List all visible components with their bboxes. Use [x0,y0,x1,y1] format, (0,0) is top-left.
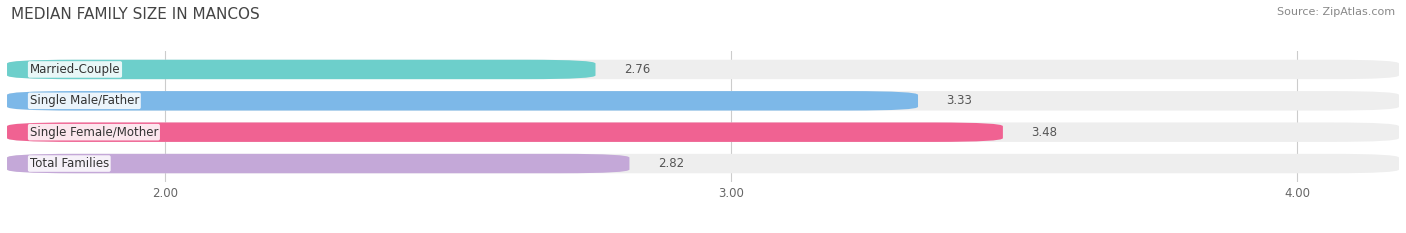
Text: 3.48: 3.48 [1031,126,1057,139]
Text: 2.76: 2.76 [624,63,650,76]
Text: 2.82: 2.82 [658,157,683,170]
Text: Single Female/Mother: Single Female/Mother [30,126,157,139]
FancyBboxPatch shape [7,123,1002,142]
FancyBboxPatch shape [7,91,918,110]
Text: Single Male/Father: Single Male/Father [30,94,139,107]
FancyBboxPatch shape [7,123,1399,142]
Text: MEDIAN FAMILY SIZE IN MANCOS: MEDIAN FAMILY SIZE IN MANCOS [11,7,260,22]
Text: Source: ZipAtlas.com: Source: ZipAtlas.com [1277,7,1395,17]
FancyBboxPatch shape [7,60,596,79]
Text: 3.33: 3.33 [946,94,972,107]
FancyBboxPatch shape [7,60,1399,79]
Text: Total Families: Total Families [30,157,108,170]
FancyBboxPatch shape [7,154,1399,173]
Text: Married-Couple: Married-Couple [30,63,121,76]
FancyBboxPatch shape [7,91,1399,110]
FancyBboxPatch shape [7,154,630,173]
